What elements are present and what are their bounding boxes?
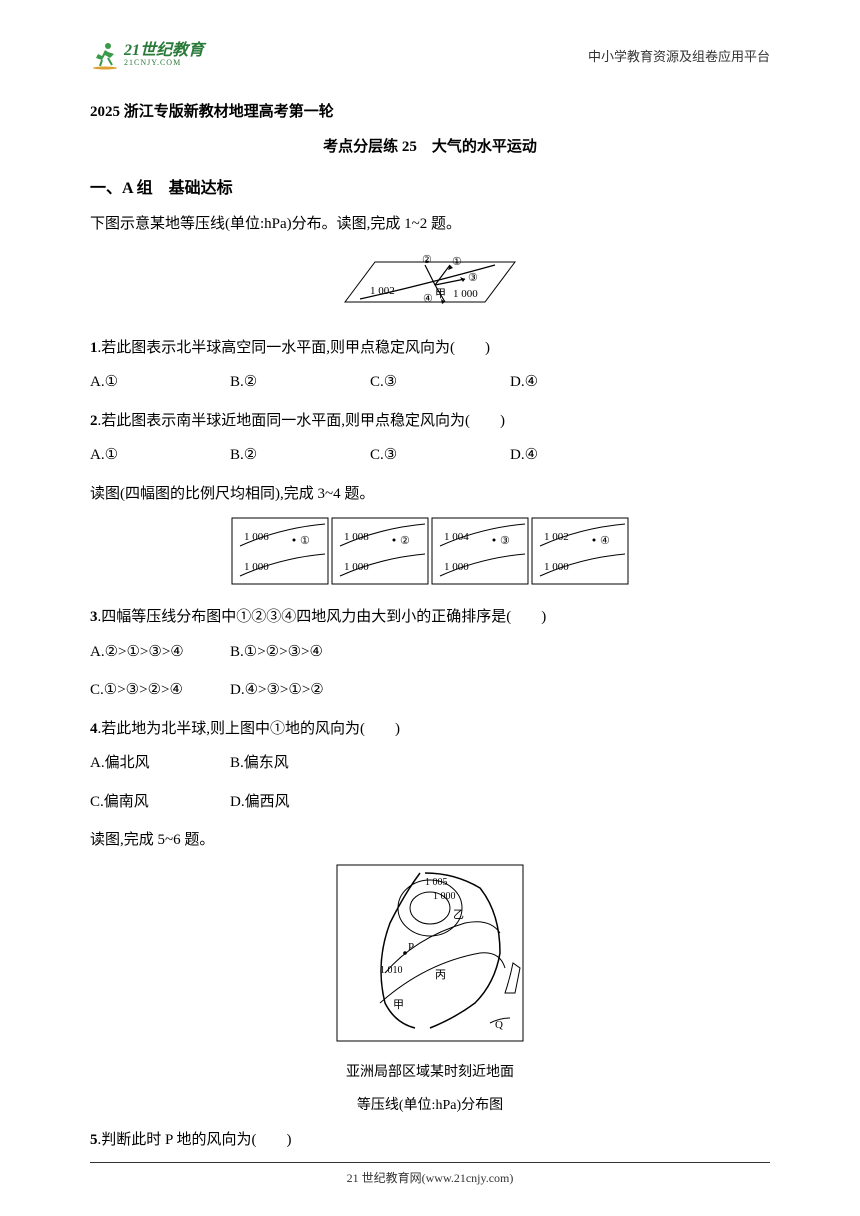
- q1-opt-c: C.③: [370, 368, 510, 397]
- q4-options: A.偏北风B.偏东风: [90, 749, 770, 778]
- question-3: 3.四幅等压线分布图中①②③④四地风力由大到小的正确排序是( ): [90, 603, 770, 632]
- subtitle: 考点分层练 25 大气的水平运动: [90, 135, 770, 156]
- question-4: 4.若此地为北半球,则上图中①地的风向为( ): [90, 715, 770, 744]
- page-header: 21世纪教育 21CNJY.COM 中小学教育资源及组卷应用平台: [90, 40, 770, 70]
- svg-text:1 006: 1 006: [244, 531, 269, 543]
- intro-text-1: 下图示意某地等压线(单位:hPa)分布。读图,完成 1~2 题。: [90, 210, 770, 239]
- svg-text:1 000: 1 000: [244, 561, 269, 573]
- svg-text:1 000: 1 000: [444, 561, 469, 573]
- svg-text:①: ①: [452, 256, 462, 268]
- q3-opt-b: B.①>②>③>④: [230, 638, 370, 667]
- question-5: 5.判断此时 P 地的风向为( ): [90, 1126, 770, 1155]
- intro-text-2: 读图(四幅图的比例尺均相同),完成 3~4 题。: [90, 480, 770, 509]
- q2-opt-c: C.③: [370, 441, 510, 470]
- figure-2: 1 006 1 000 ① 1 008 1 000 ② 1 004 1 000 …: [90, 516, 770, 591]
- panel-1: 1 006 1 000 ①: [232, 518, 328, 584]
- q4-opt-c: C.偏南风: [90, 788, 230, 817]
- q2-options: A.①B.②C.③D.④: [90, 441, 770, 470]
- svg-text:1 000: 1 000: [433, 891, 456, 902]
- svg-text:③: ③: [468, 272, 478, 284]
- svg-text:1 010: 1 010: [380, 965, 403, 976]
- logo: 21世纪教育 21CNJY.COM: [90, 40, 204, 70]
- caption-3a: 亚洲局部区域某时刻近地面: [90, 1060, 770, 1085]
- q1-opt-d: D.④: [510, 368, 650, 397]
- panel-3: 1 004 1 000 ③: [432, 518, 528, 584]
- svg-text:1 000: 1 000: [344, 561, 369, 573]
- svg-text:甲: 甲: [435, 288, 446, 300]
- svg-text:1 002: 1 002: [544, 531, 569, 543]
- svg-text:④: ④: [600, 535, 610, 547]
- q1-opt-b: B.②: [230, 368, 370, 397]
- svg-text:乙: 乙: [453, 908, 464, 921]
- svg-text:1 000: 1 000: [544, 561, 569, 573]
- caption-3b: 等压线(单位:hPa)分布图: [90, 1093, 770, 1118]
- q3-opt-a: A.②>①>③>④: [90, 638, 230, 667]
- svg-text:②: ②: [422, 254, 432, 266]
- q1-text: .若此图表示北半球高空同一水平面,则甲点稳定风向为( ): [98, 340, 491, 356]
- svg-text:1 004: 1 004: [444, 531, 469, 543]
- logo-text: 21世纪教育 21CNJY.COM: [124, 43, 204, 67]
- question-2: 2.若此图表示南半球近地面同一水平面,则甲点稳定风向为( ): [90, 407, 770, 436]
- q4-num: 4: [90, 721, 98, 737]
- logo-sub: 21CNJY.COM: [124, 59, 204, 67]
- q1-num: 1: [90, 340, 98, 356]
- q2-num: 2: [90, 413, 98, 429]
- q2-text: .若此图表示南半球近地面同一水平面,则甲点稳定风向为( ): [98, 413, 506, 429]
- section-a-heading: 一、A 组 基础达标: [90, 174, 770, 198]
- svg-text:1 008: 1 008: [344, 531, 369, 543]
- panel-4: 1 002 1 000 ④: [532, 518, 628, 584]
- figure-1: ② ① ③ ④ 甲 1 002 1 000: [90, 247, 770, 322]
- svg-text:丙: 丙: [435, 969, 446, 981]
- q3-options: A.②>①>③>④B.①>②>③>④: [90, 638, 770, 667]
- svg-text:P: P: [408, 941, 414, 953]
- panel-2: 1 008 1 000 ②: [332, 518, 428, 584]
- logo-main: 21世纪教育: [124, 43, 204, 59]
- main-title: 2025 浙江专版新教材地理高考第一轮: [90, 100, 770, 121]
- q5-num: 5: [90, 1132, 98, 1148]
- q3-text: .四幅等压线分布图中①②③④四地风力由大到小的正确排序是( ): [98, 609, 547, 625]
- q3-opt-c: C.①>③>②>④: [90, 676, 230, 705]
- intro-text-3: 读图,完成 5~6 题。: [90, 826, 770, 855]
- q4-text: .若此地为北半球,则上图中①地的风向为( ): [98, 721, 401, 737]
- q4-options-2: C.偏南风D.偏西风: [90, 788, 770, 817]
- runner-icon: [90, 40, 120, 70]
- svg-text:甲: 甲: [393, 999, 404, 1011]
- header-right-text: 中小学教育资源及组卷应用平台: [588, 46, 770, 65]
- svg-text:①: ①: [300, 535, 310, 547]
- q2-opt-d: D.④: [510, 441, 650, 470]
- q3-num: 3: [90, 609, 98, 625]
- svg-text:1 005: 1 005: [425, 877, 448, 888]
- q5-text: .判断此时 P 地的风向为( ): [98, 1132, 292, 1148]
- q4-opt-d: D.偏西风: [230, 788, 370, 817]
- svg-text:④: ④: [423, 293, 433, 305]
- q1-options: A.①B.②C.③D.④: [90, 368, 770, 397]
- question-1: 1.若此图表示北半球高空同一水平面,则甲点稳定风向为( ): [90, 334, 770, 363]
- svg-text:1 000: 1 000: [453, 288, 478, 300]
- q4-opt-a: A.偏北风: [90, 749, 230, 778]
- svg-text:1 002: 1 002: [370, 285, 395, 297]
- q2-opt-a: A.①: [90, 441, 230, 470]
- q2-opt-b: B.②: [230, 441, 370, 470]
- q4-opt-b: B.偏东风: [230, 749, 370, 778]
- figure-3: 1 005 1 000 乙 P 1 010 丙 甲 Q: [90, 863, 770, 1048]
- q3-opt-d: D.④>③>①>②: [230, 676, 370, 705]
- svg-text:②: ②: [400, 535, 410, 547]
- q3-options-2: C.①>③>②>④D.④>③>①>②: [90, 676, 770, 705]
- svg-text:③: ③: [500, 535, 510, 547]
- page-footer: 21 世纪教育网(www.21cnjy.com): [90, 1162, 770, 1186]
- q1-opt-a: A.①: [90, 368, 230, 397]
